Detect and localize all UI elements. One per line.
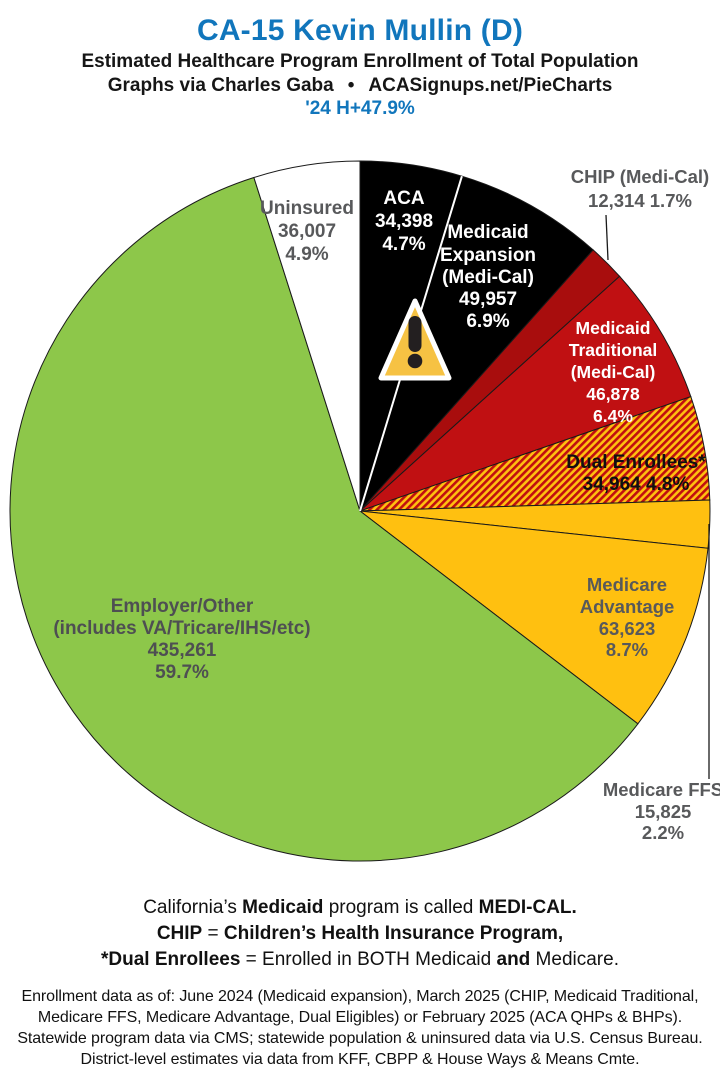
slice-label-aca: ACA 34,398 4.7%: [375, 188, 433, 255]
credit-site: ACASignups.net/PieCharts: [368, 75, 613, 96]
source-line: District-level estimates via data from K…: [80, 1051, 640, 1068]
page-title: CA-15 Kevin Mullin (D): [196, 14, 524, 47]
credit-author: Graphs via Charles Gaba: [107, 75, 334, 96]
definition-line: CHIP = Children’s Health Insurance Progr…: [156, 923, 564, 944]
source-line: Statewide program data via CMS; statewid…: [17, 1030, 703, 1047]
definition-line: California’s Medicaid program is called …: [143, 897, 577, 918]
slice-medicare-advantage: [358, 510, 709, 725]
leader-line-chip: [605, 214, 609, 261]
enrollment-pie-chart: ACA 34,398 4.7%Medicaid Expansion (Medi-Cal)…: [9, 160, 720, 862]
chart-subtitle: Estimated Healthcare Program Enrollment …: [81, 51, 639, 72]
slice-label-employer-other: Employer/Other (includes VA/Tricare/IHS/e…: [53, 596, 310, 683]
slice-label-chip: CHIP (Medi-Cal) 12,314 1.7%: [571, 166, 709, 211]
definition-line: *Dual Enrollees = Enrolled in BOTH Medic…: [101, 949, 619, 970]
slice-employer-other: [9, 176, 639, 862]
slice-label-dual-enrollees: Dual Enrollees* 34,964 4.8%: [566, 452, 706, 495]
warning-triangle-icon: [378, 298, 452, 381]
slice-medicaid-expansion: [359, 175, 594, 512]
chart-credit: Graphs via Charles Gaba • ACASignups.net/P…: [0, 74, 720, 98]
chart-header: CA-15 Kevin Mullin (D) Estimated Healthc…: [0, 0, 720, 120]
sources-note: Enrollment data as of: June 2024 (Medica…: [0, 986, 720, 1070]
definitions-note: California’s Medicaid program is called …: [0, 895, 720, 973]
slice-label-medicare-advantage: Medicare Advantage 63,623 8.7%: [580, 574, 675, 660]
source-line: Medicare FFS, Medicare Advantage, Dual E…: [37, 1009, 683, 1026]
slice-label-medicaid-traditional: Medicaid Traditional (Medi-Cal) 46,878 6.4%: [569, 318, 657, 426]
source-line: Enrollment data as of: June 2024 (Medica…: [21, 988, 699, 1005]
slice-label-uninsured: Uninsured 36,007 4.9%: [260, 198, 354, 265]
slice-label-medicare-ffs: Medicare FFS 15,825 2.2%: [603, 779, 720, 843]
bullet-separator-icon: •: [347, 75, 355, 96]
slice-uninsured: [253, 160, 361, 512]
performance-label: '24 H+47.9%: [305, 98, 415, 119]
slice-medicaid-traditional: [359, 275, 692, 512]
slice-label-medicaid-expansion: Medicaid Expansion (Medi-Cal) 49,957 6.9%: [440, 222, 536, 332]
